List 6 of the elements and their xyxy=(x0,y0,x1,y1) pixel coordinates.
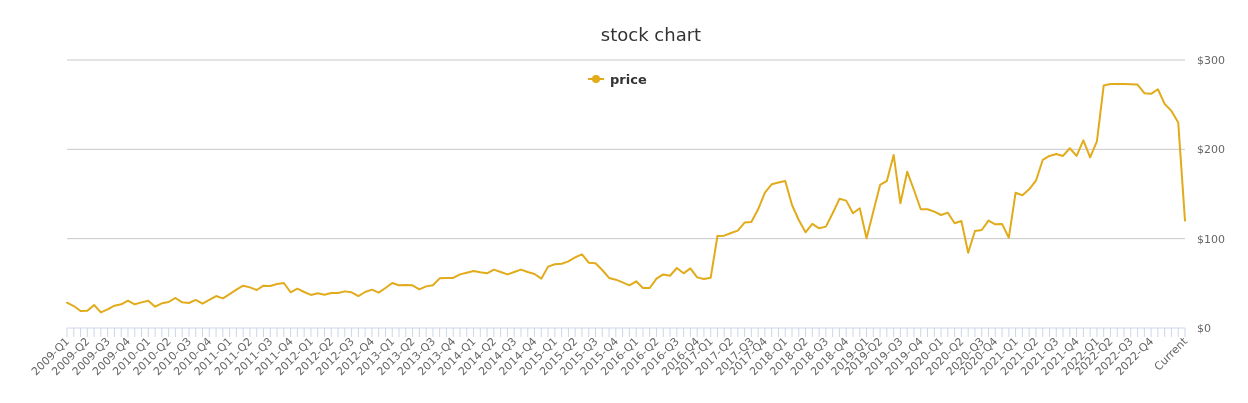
legend-label: price xyxy=(610,72,647,87)
y-tick-label: $100 xyxy=(1197,232,1225,246)
y-tick-label: $300 xyxy=(1197,54,1225,67)
chart-title: stock chart xyxy=(600,24,702,45)
y-tick-label: $0 xyxy=(1197,322,1211,335)
y-tick-label: $200 xyxy=(1197,143,1225,157)
